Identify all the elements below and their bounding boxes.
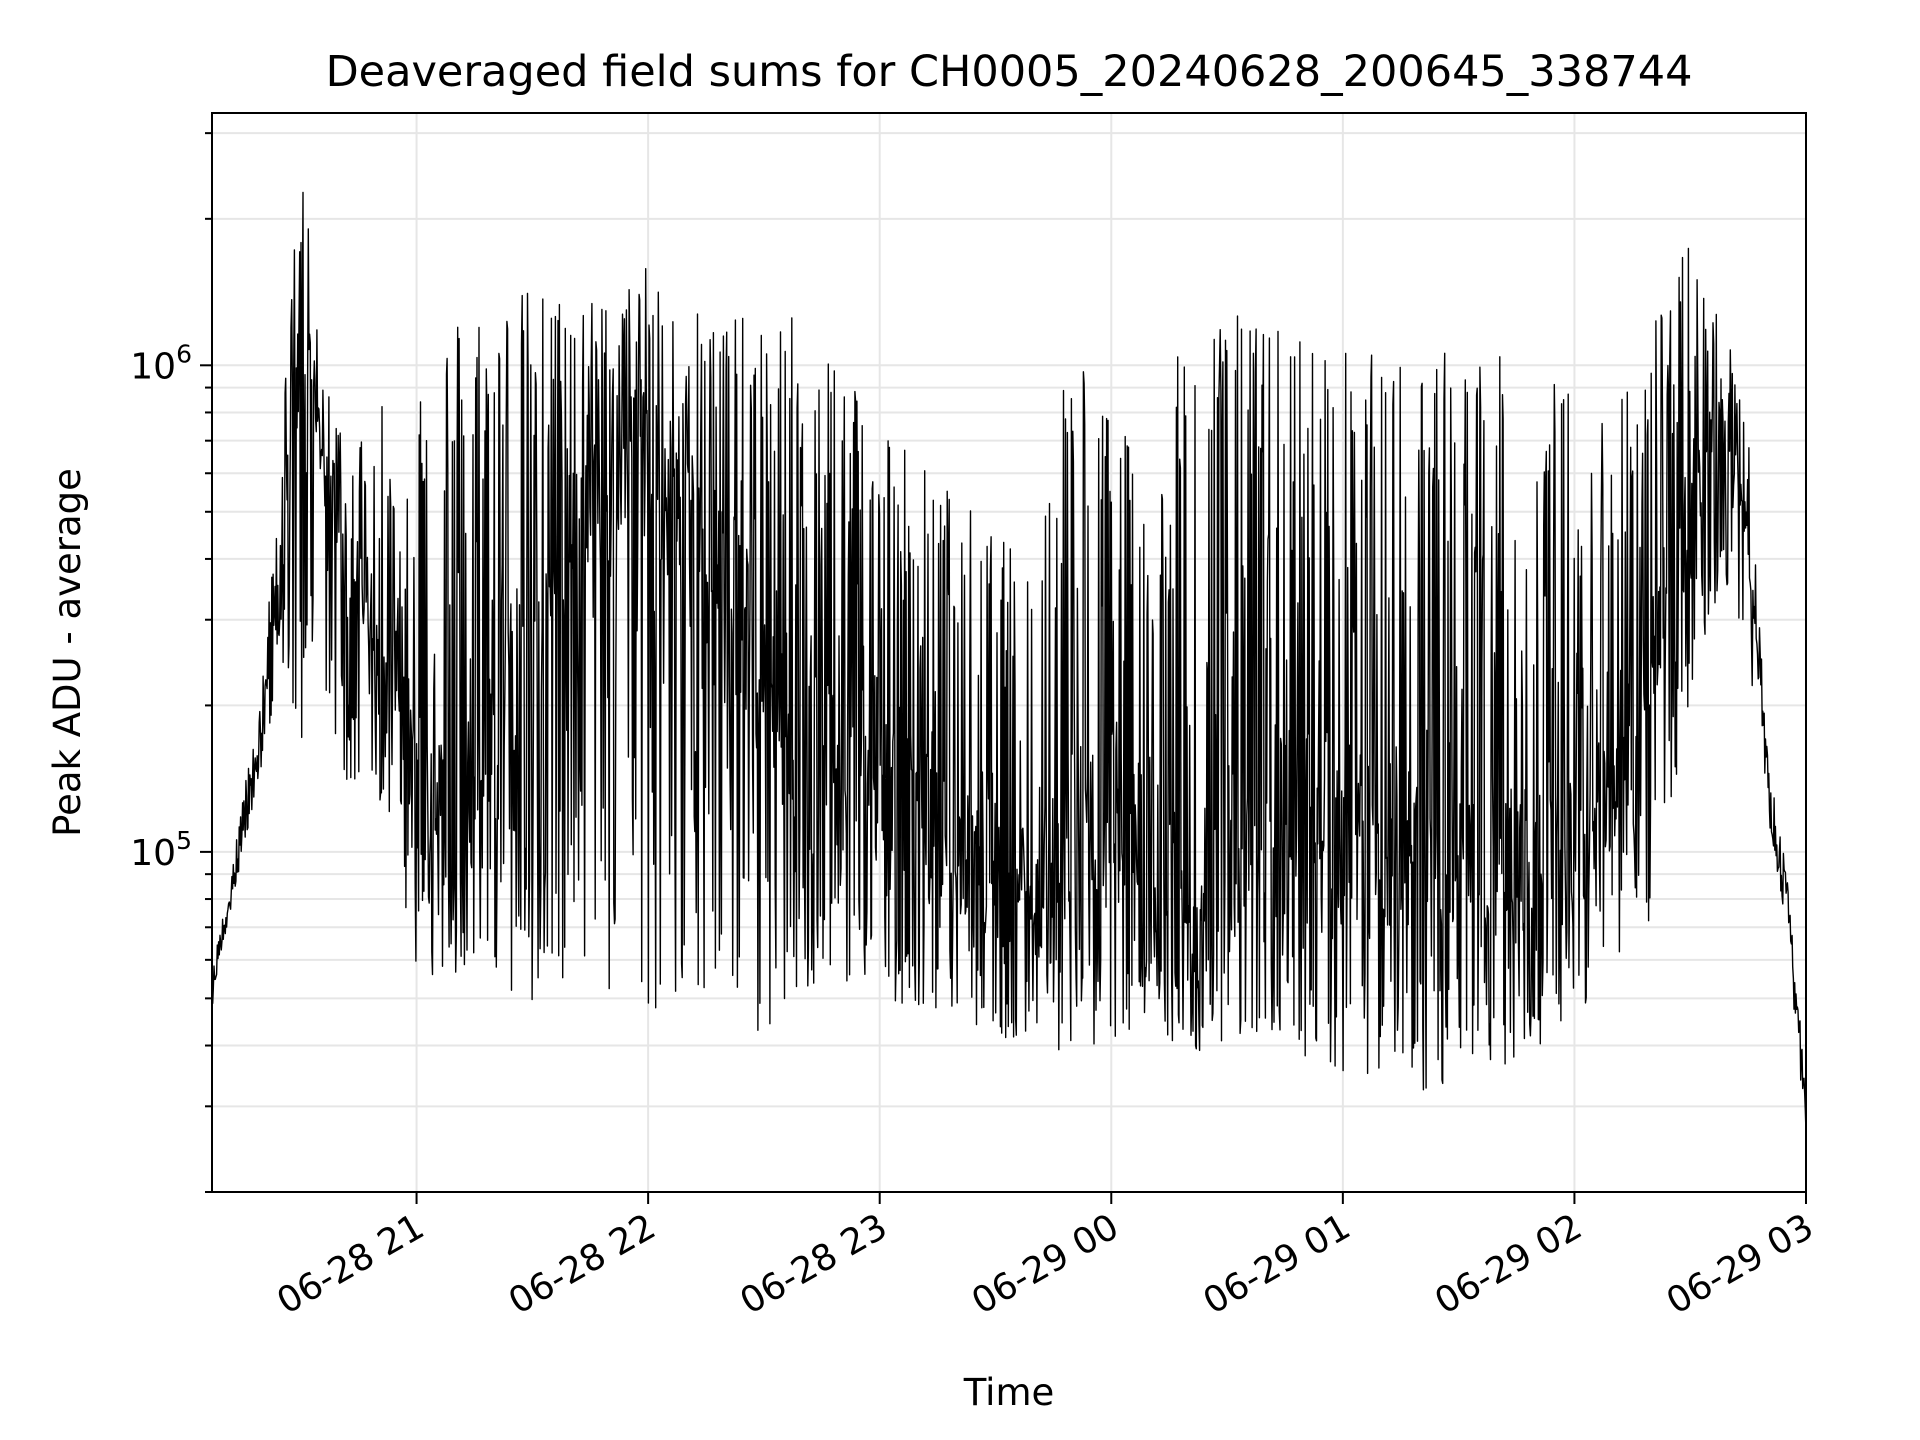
y-tick-label: 106 [130,339,192,387]
x-tick-label: 06-29 00 [965,1206,1126,1322]
data-series [211,191,1807,1133]
x-tick-label: 06-28 22 [502,1206,663,1322]
chart-title: Deaveraged field sums for CH0005_2024062… [326,47,1693,97]
series-line [211,191,1807,1133]
x-tick-label: 06-28 21 [270,1206,431,1322]
y-tick-label: 105 [130,826,192,874]
x-tick-label: 06-29 01 [1197,1206,1358,1322]
x-tick-label: 06-29 03 [1660,1206,1821,1322]
x-axis-label: Time [963,1371,1055,1414]
x-tick-label: 06-28 23 [734,1206,895,1322]
plot-area-frame [211,112,1807,1193]
y-axis-label: Peak ADU - average [46,468,89,837]
x-tick-label: 06-29 02 [1428,1206,1589,1322]
